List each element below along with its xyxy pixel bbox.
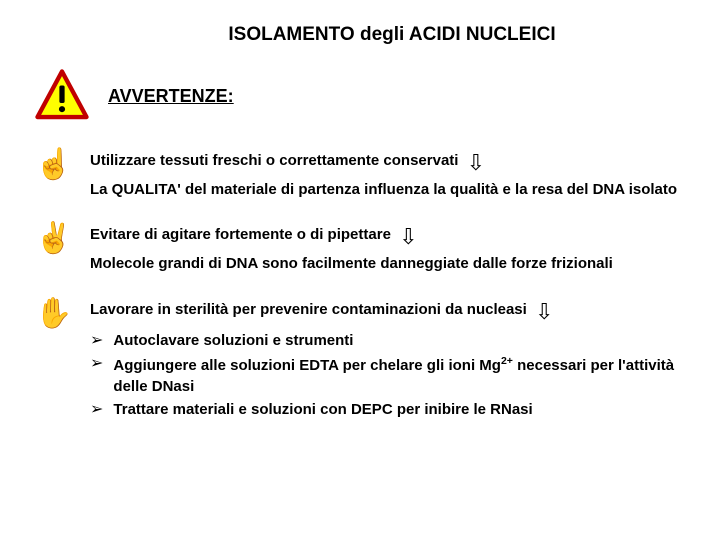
arrow-down-icon: ⇩ [467, 152, 485, 174]
header-row: AVVERTENZE: [34, 68, 680, 124]
item-explanation: La QUALITA' del materiale di partenza in… [90, 180, 680, 200]
item-explanation: Molecole grandi di DNA sono facilmente d… [90, 254, 680, 274]
sub-item: ➢ Aggiungere alle soluzioni EDTA per che… [90, 354, 680, 397]
item-main-text: Lavorare in sterilità per prevenire cont… [90, 300, 527, 317]
header-label: AVVERTENZE: [108, 86, 234, 107]
sub-item-text: Autoclavare soluzioni e strumenti [113, 331, 353, 351]
page-title: ISOLAMENTO degli ACIDI NUCLEICI [104, 24, 680, 46]
warning-icon [34, 68, 90, 124]
advice-item-3: ✋ Lavorare in sterilità per prevenire co… [34, 299, 680, 424]
sub-item: ➢ Autoclavare soluzioni e strumenti [90, 331, 680, 352]
item-main-text: Evitare di agitare fortemente o di pipet… [90, 226, 391, 243]
item-main-text: Utilizzare tessuti freschi o correttamen… [90, 152, 458, 169]
hand-icon: ✌ [35, 224, 72, 254]
chevron-icon: ➢ [90, 354, 103, 375]
hand-icon: ☝ [35, 150, 72, 180]
sub-item-text: Trattare materiali e soluzioni con DEPC … [113, 400, 532, 420]
arrow-down-icon: ⇩ [535, 301, 553, 323]
advice-item-1: ☝ Utilizzare tessuti freschi o correttam… [34, 150, 680, 214]
chevron-icon: ➢ [90, 400, 103, 421]
sub-list: ➢ Autoclavare soluzioni e strumenti ➢ Ag… [90, 331, 680, 421]
sub-item-text: Aggiungere alle soluzioni EDTA per chela… [113, 354, 680, 397]
chevron-icon: ➢ [90, 331, 103, 352]
sub-item: ➢ Trattare materiali e soluzioni con DEP… [90, 400, 680, 421]
advice-item-2: ✌ Evitare di agitare fortemente o di pip… [34, 224, 680, 288]
arrow-down-icon: ⇩ [399, 226, 417, 248]
hand-icon: ✋ [35, 299, 72, 329]
